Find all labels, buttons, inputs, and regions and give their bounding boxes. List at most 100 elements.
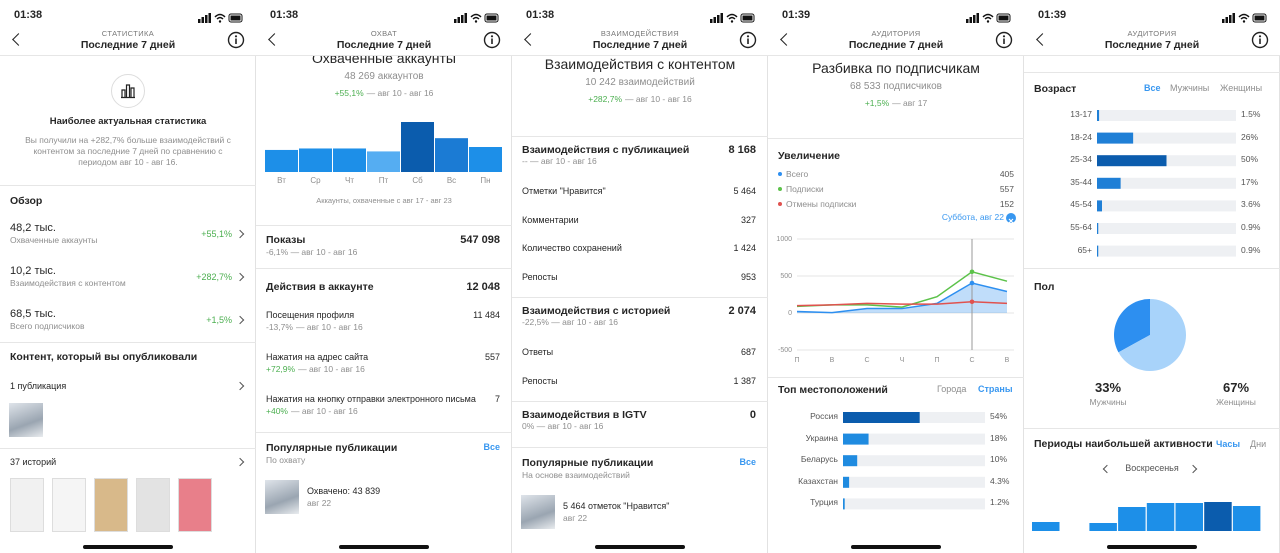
- see-all[interactable]: Все: [483, 442, 500, 452]
- chevron: [235, 272, 245, 282]
- status-icons-svg: [198, 13, 243, 23]
- banner-text: Вы получили на +282,7% больше взаимодейс…: [25, 135, 231, 167]
- pie-value-label: 33%: [1094, 380, 1122, 395]
- home-indicator: [595, 545, 685, 549]
- post-thumbnail[interactable]: [265, 480, 299, 514]
- post-date: авг 22: [563, 513, 588, 523]
- section-title: Взаимодействия с историей: [522, 305, 671, 317]
- info-icon: [1251, 31, 1269, 49]
- story-thumbnail[interactable]: [52, 478, 86, 532]
- legend-name: Отмены подписки: [786, 199, 857, 209]
- change-line: +282,7% — авг 10 - авг 16: [512, 94, 768, 104]
- tab-active[interactable]: Все: [1144, 83, 1161, 93]
- point: [969, 299, 975, 305]
- action-value: 557: [484, 352, 500, 362]
- y-tick-label: 500: [780, 273, 792, 280]
- x-tick-label: В: [1005, 357, 1010, 364]
- phone-screen: 01:39 АУДИТОРИЯ Последние 7 дней Разбивка п…: [768, 0, 1024, 553]
- bar-label: Украина: [805, 432, 838, 443]
- bar: [1097, 245, 1099, 257]
- section-title: Обзор: [10, 195, 43, 207]
- info-button[interactable]: [1251, 31, 1269, 49]
- change-value: +72,9%: [266, 364, 296, 374]
- action-label: Посещения профиля: [266, 310, 355, 320]
- section-title: Популярные публикации: [522, 457, 654, 469]
- section-sub: По охвату: [266, 455, 306, 465]
- tab[interactable]: Мужчины: [1170, 83, 1210, 93]
- bar-value-label: 1.2%: [990, 497, 1010, 508]
- legend-dot: [778, 202, 782, 206]
- metric-label: Количество сохранений: [522, 243, 622, 253]
- story-thumbnail[interactable]: [10, 478, 44, 532]
- metric-label: Ответы: [522, 347, 554, 357]
- bar-track: [1097, 245, 1236, 257]
- tab-active[interactable]: Часы: [1216, 439, 1241, 449]
- action-label: Нажатия на кнопку отправки электронного …: [266, 394, 476, 404]
- count: 10 242 взаимодействий: [585, 77, 695, 88]
- close-selection[interactable]: [1006, 213, 1016, 224]
- change-period: — авг 10 - авг 16: [366, 88, 434, 98]
- phone-screen: 01:38 СТАТИСТИКА Последние 7 дней Наиболее …: [0, 0, 256, 553]
- section-title: Топ местоположений: [778, 384, 888, 396]
- bar-value-label: 26%: [1241, 131, 1259, 142]
- info-button[interactable]: [483, 31, 501, 49]
- bar: [843, 498, 845, 510]
- tab-active[interactable]: Страны: [978, 384, 1013, 394]
- section-title: Возраст: [1034, 83, 1077, 95]
- see-all[interactable]: Все: [739, 457, 756, 467]
- bar: [1097, 177, 1121, 189]
- status-icons-svg: [710, 13, 755, 23]
- home-indicator: [851, 545, 941, 549]
- status-icons: [966, 10, 1012, 23]
- bar: [299, 148, 332, 172]
- metric-label: Репосты: [522, 271, 558, 282]
- bar-label: 55-64: [1070, 222, 1092, 232]
- x-tick-label: П: [934, 357, 939, 364]
- story-thumbnail[interactable]: [136, 478, 170, 532]
- header: 01:39 АУДИТОРИЯ Последние 7 дней: [1024, 0, 1280, 56]
- bar-value-label: 4.3%: [990, 475, 1010, 486]
- info-button[interactable]: [227, 31, 245, 49]
- bar-track: [1097, 223, 1236, 234]
- header-period: Последние 7 дней: [1104, 39, 1200, 51]
- bar: [1097, 132, 1134, 144]
- section-value: 547 098: [460, 234, 500, 246]
- divider: [1024, 268, 1280, 269]
- point: [969, 269, 975, 275]
- day-label: Ср: [310, 176, 321, 185]
- post-thumbnail[interactable]: [521, 495, 555, 529]
- tab[interactable]: Города: [937, 384, 967, 394]
- heading: Разбивка по подписчикам: [812, 60, 980, 76]
- y-tick-label: 0: [788, 310, 792, 317]
- bar: [265, 149, 298, 172]
- change-period: — авг 10 - авг 16: [290, 406, 358, 416]
- story-thumbnail[interactable]: [178, 478, 212, 532]
- info-button[interactable]: [739, 31, 757, 49]
- bar-label: 45-54: [1070, 199, 1092, 210]
- bar: [843, 412, 920, 423]
- status-time: 01:38: [270, 9, 299, 21]
- tab[interactable]: Дни: [1250, 439, 1267, 449]
- legend-value: 405: [999, 169, 1014, 179]
- close-icon: [1008, 218, 1014, 224]
- section-sub: На основе взаимодействий: [522, 470, 630, 480]
- divider: [512, 401, 768, 402]
- bar-label: Казахстан: [798, 475, 838, 486]
- section-value: 12 048: [466, 281, 500, 293]
- post-thumbnail[interactable]: [9, 403, 43, 437]
- info-icon: [739, 31, 757, 49]
- status-icons-svg: [454, 13, 499, 23]
- chevron: [235, 381, 245, 391]
- header: 01:39 АУДИТОРИЯ Последние 7 дней: [768, 0, 1024, 56]
- bar-value-label: 18%: [990, 432, 1008, 443]
- divider: [512, 447, 768, 448]
- story-thumbnail[interactable]: [94, 478, 128, 532]
- tab[interactable]: Женщины: [1220, 83, 1263, 93]
- pie-category: Женщины: [1216, 397, 1256, 407]
- x-tick-label: П: [794, 357, 799, 364]
- section-value: 0: [749, 409, 756, 421]
- post-date: авг 22: [307, 498, 332, 508]
- home-indicator: [1107, 545, 1197, 549]
- info-button[interactable]: [995, 31, 1013, 49]
- action-label: Нажатия на адрес сайта: [266, 352, 369, 362]
